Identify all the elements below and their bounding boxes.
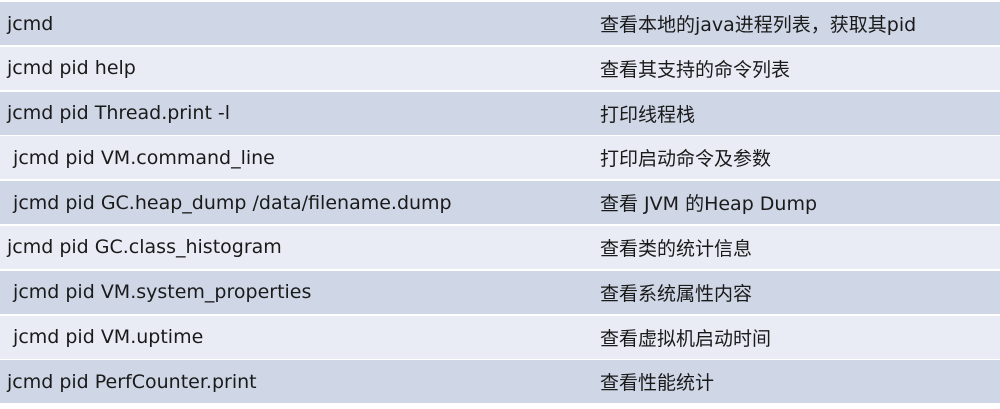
table-row: jcmd pid GC.class_histogram 查看类的统计信息	[0, 225, 1000, 269]
description-cell: 查看本地的java进程列表，获取其pid	[600, 14, 917, 36]
description-cell: 查看类的统计信息	[600, 237, 753, 260]
command-cell: jcmd pid VM.system_properties	[7, 281, 312, 304]
description-cell: 打印启动命令及参数	[600, 148, 772, 171]
description-cell: 查看性能统计	[600, 372, 715, 395]
description-cell: 查看其支持的命令列表	[600, 58, 791, 81]
description-cell: 查看 JVM 的Heap Dump	[600, 193, 818, 216]
table-row: jcmd pid Thread.print -l 打印线程栈	[0, 91, 1000, 135]
table-row: jcmd pid help 查看其支持的命令列表	[0, 46, 1000, 90]
table-row: jcmd pid PerfCounter.print 查看性能统计	[0, 360, 1000, 404]
command-cell: jcmd pid GC.heap_dump /data/filename.dum…	[7, 191, 452, 214]
command-cell: jcmd pid VM.uptime	[7, 326, 204, 349]
command-cell: jcmd pid VM.command_line	[7, 146, 275, 169]
table-row: jcmd pid VM.command_line 打印启动命令及参数	[0, 136, 1000, 180]
table-row: jcmd 查看本地的java进程列表，获取其pid	[0, 2, 1000, 45]
command-cell: jcmd	[7, 12, 54, 35]
command-cell: jcmd pid Thread.print -l	[7, 102, 231, 125]
description-cell: 打印线程栈	[600, 103, 696, 126]
command-cell: jcmd pid PerfCounter.print	[7, 370, 257, 393]
description-cell: 查看虚拟机启动时间	[600, 327, 772, 350]
command-cell: jcmd pid help	[7, 57, 136, 80]
table-row: jcmd pid VM.system_properties 查看系统属性内容	[0, 270, 1000, 314]
command-cell: jcmd pid GC.class_histogram	[7, 236, 282, 259]
table-row: jcmd pid VM.uptime 查看虚拟机启动时间	[0, 315, 1000, 359]
description-cell: 查看系统属性内容	[600, 282, 753, 305]
table-row: jcmd pid GC.heap_dump /data/filename.dum…	[0, 181, 1000, 225]
